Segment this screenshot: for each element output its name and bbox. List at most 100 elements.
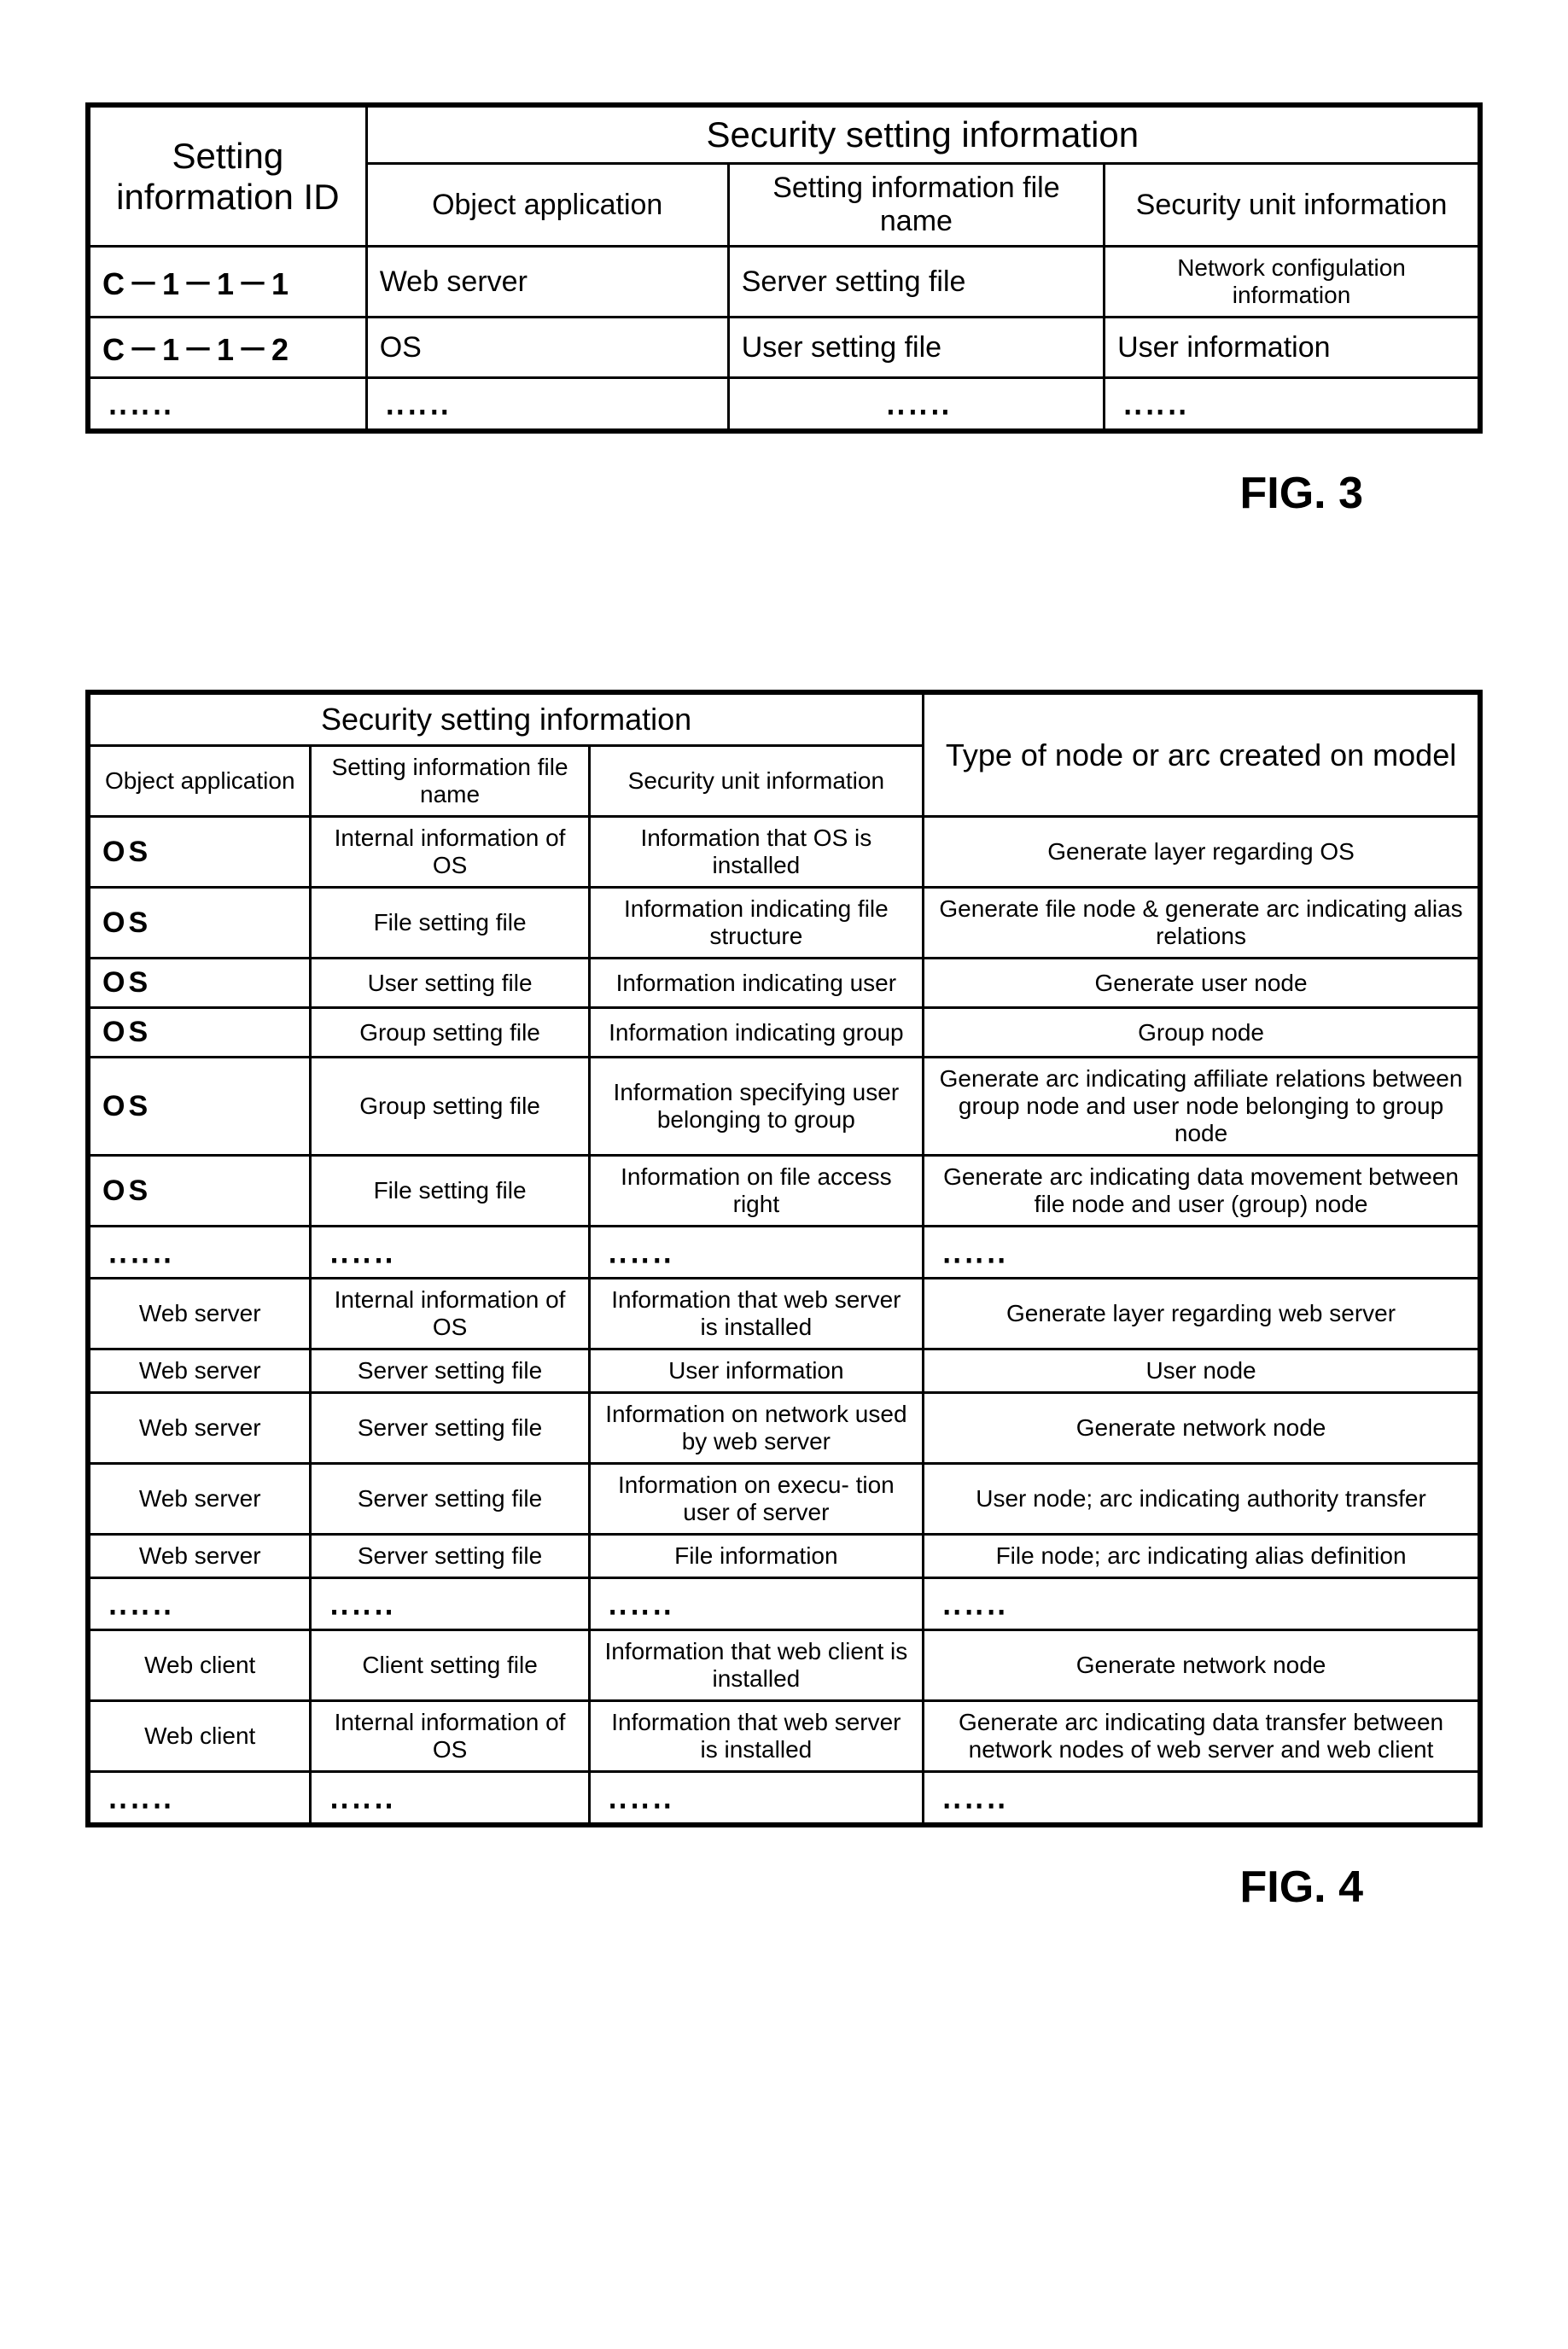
table-row: Web client Client setting file Informati… bbox=[88, 1630, 1480, 1701]
table-row: Security setting information Type of nod… bbox=[88, 692, 1480, 746]
cell-node: File node; arc indicating alias definiti… bbox=[924, 1535, 1480, 1578]
cell-file: User setting file bbox=[311, 959, 589, 1008]
fig4-label: FIG. 4 bbox=[85, 1827, 1483, 1913]
header-security-setting: Security setting information bbox=[366, 105, 1480, 164]
table-row: OS File setting file Information indicat… bbox=[88, 888, 1480, 959]
table-row: ‥‥‥ ‥‥‥ ‥‥‥ ‥‥‥ bbox=[88, 1578, 1480, 1630]
cell-file: Internal information of OS bbox=[311, 817, 589, 888]
header-object-app: Object application bbox=[88, 746, 311, 817]
table-row: ‥‥‥ ‥‥‥ ‥‥‥ ‥‥‥ bbox=[88, 1227, 1480, 1279]
cell-dots: ‥‥‥ bbox=[366, 378, 728, 432]
cell-app: Web server bbox=[88, 1393, 311, 1464]
cell-node: Generate network node bbox=[924, 1393, 1480, 1464]
cell-app: OS bbox=[88, 817, 311, 888]
cell-dots: ‥‥‥ bbox=[1105, 378, 1480, 432]
cell-file: Server setting file bbox=[311, 1393, 589, 1464]
cell-node: Generate layer regarding web server bbox=[924, 1279, 1480, 1349]
cell-file: Server setting file bbox=[728, 247, 1104, 318]
header-security-unit: Security unit information bbox=[589, 746, 923, 817]
header-node-type: Type of node or arc created on model bbox=[924, 692, 1480, 817]
cell-file: Group setting file bbox=[311, 1008, 589, 1058]
cell-app: OS bbox=[88, 1058, 311, 1156]
fig3-table: Setting information ID Security setting … bbox=[85, 102, 1483, 434]
cell-node: User node; arc indicating authority tran… bbox=[924, 1464, 1480, 1535]
cell-unit: User information bbox=[1105, 318, 1480, 378]
cell-node: Generate arc indicating data transfer be… bbox=[924, 1701, 1480, 1772]
table-row: OS Group setting file Information indica… bbox=[88, 1008, 1480, 1058]
cell-app: Web client bbox=[88, 1630, 311, 1701]
cell-app: Web server bbox=[366, 247, 728, 318]
table-row: Setting information ID Security setting … bbox=[88, 105, 1480, 164]
table-row: ‥‥‥ ‥‥‥ ‥‥‥ ‥‥‥ bbox=[88, 1772, 1480, 1826]
header-object-app: Object application bbox=[366, 164, 728, 247]
cell-file: Server setting file bbox=[311, 1349, 589, 1393]
cell-node: Generate network node bbox=[924, 1630, 1480, 1701]
cell-dots: ‥‥‥ bbox=[924, 1578, 1480, 1630]
cell-unit: Information that web client is installed bbox=[589, 1630, 923, 1701]
cell-dots: ‥‥‥ bbox=[311, 1227, 589, 1279]
cell-unit: Information indicating group bbox=[589, 1008, 923, 1058]
header-security-unit: Security unit information bbox=[1105, 164, 1480, 247]
cell-node: Generate arc indicating data movement be… bbox=[924, 1156, 1480, 1227]
cell-id: C－1－1－1 bbox=[88, 247, 366, 318]
cell-app: Web server bbox=[88, 1279, 311, 1349]
table-row: Web client Internal information of OS In… bbox=[88, 1701, 1480, 1772]
table-row: C－1－1－1 Web server Server setting file N… bbox=[88, 247, 1480, 318]
table-row: OS Internal information of OS Informatio… bbox=[88, 817, 1480, 888]
table-row: OS User setting file Information indicat… bbox=[88, 959, 1480, 1008]
cell-dots: ‥‥‥ bbox=[924, 1772, 1480, 1826]
cell-unit: Network configulation information bbox=[1105, 247, 1480, 318]
cell-dots: ‥‥‥ bbox=[88, 378, 366, 432]
cell-node: Group node bbox=[924, 1008, 1480, 1058]
cell-node: Generate file node & generate arc indica… bbox=[924, 888, 1480, 959]
cell-app: Web server bbox=[88, 1349, 311, 1393]
cell-app: OS bbox=[366, 318, 728, 378]
table-row: Web server Server setting file Informati… bbox=[88, 1393, 1480, 1464]
table-row: C－1－1－2 OS User setting file User inform… bbox=[88, 318, 1480, 378]
cell-dots: ‥‥‥ bbox=[311, 1578, 589, 1630]
cell-unit: Information on file access right bbox=[589, 1156, 923, 1227]
cell-file: Internal information of OS bbox=[311, 1701, 589, 1772]
cell-dots: ‥‥‥ bbox=[589, 1227, 923, 1279]
cell-unit: Information that web server is installed bbox=[589, 1701, 923, 1772]
header-file-name: Setting information file name bbox=[728, 164, 1104, 247]
cell-unit: Information indicating file structure bbox=[589, 888, 923, 959]
cell-node: Generate arc indicating affiliate relati… bbox=[924, 1058, 1480, 1156]
cell-dots: ‥‥‥ bbox=[88, 1772, 311, 1826]
table-row: OS File setting file Information on file… bbox=[88, 1156, 1480, 1227]
cell-dots: ‥‥‥ bbox=[88, 1227, 311, 1279]
cell-unit: Information that OS is installed bbox=[589, 817, 923, 888]
cell-file: Server setting file bbox=[311, 1535, 589, 1578]
cell-file: File setting file bbox=[311, 1156, 589, 1227]
fig4-table: Security setting information Type of nod… bbox=[85, 690, 1483, 1827]
cell-app: Web server bbox=[88, 1464, 311, 1535]
cell-file: Server setting file bbox=[311, 1464, 589, 1535]
header-file-name: Setting information file name bbox=[311, 746, 589, 817]
cell-file: File setting file bbox=[311, 888, 589, 959]
cell-node: Generate layer regarding OS bbox=[924, 817, 1480, 888]
cell-dots: ‥‥‥ bbox=[589, 1772, 923, 1826]
cell-unit: User information bbox=[589, 1349, 923, 1393]
cell-app: OS bbox=[88, 959, 311, 1008]
cell-file: Internal information of OS bbox=[311, 1279, 589, 1349]
cell-dots: ‥‥‥ bbox=[311, 1772, 589, 1826]
cell-node: User node bbox=[924, 1349, 1480, 1393]
cell-id: C－1－1－2 bbox=[88, 318, 366, 378]
cell-file: Group setting file bbox=[311, 1058, 589, 1156]
cell-unit: File information bbox=[589, 1535, 923, 1578]
table-row: ‥‥‥ ‥‥‥ ‥‥‥ ‥‥‥ bbox=[88, 378, 1480, 432]
table-row: OS Group setting file Information specif… bbox=[88, 1058, 1480, 1156]
cell-app: OS bbox=[88, 1156, 311, 1227]
cell-unit: Information that web server is installed bbox=[589, 1279, 923, 1349]
cell-dots: ‥‥‥ bbox=[728, 378, 1104, 432]
cell-app: Web client bbox=[88, 1701, 311, 1772]
table-row: Web server Server setting file Informati… bbox=[88, 1464, 1480, 1535]
cell-app: Web server bbox=[88, 1535, 311, 1578]
cell-file: User setting file bbox=[728, 318, 1104, 378]
cell-app: OS bbox=[88, 1008, 311, 1058]
cell-unit: Information on network used by web serve… bbox=[589, 1393, 923, 1464]
cell-app: OS bbox=[88, 888, 311, 959]
cell-unit: Information indicating user bbox=[589, 959, 923, 1008]
header-setting-id: Setting information ID bbox=[88, 105, 366, 247]
fig3-label: FIG. 3 bbox=[85, 434, 1483, 519]
